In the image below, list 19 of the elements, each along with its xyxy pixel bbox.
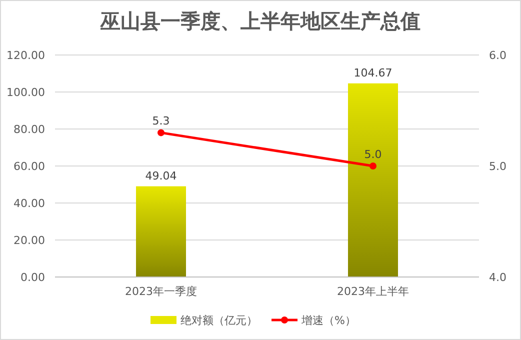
data-label: 5.0 xyxy=(364,148,382,161)
y2-tick-label: 5.0 xyxy=(489,160,506,173)
y2-tick-label: 4.0 xyxy=(489,270,506,284)
y-tick-label: 60.00 xyxy=(14,160,45,173)
chart-title: 巫山县一季度、上半年地区生产总值 xyxy=(100,9,420,33)
data-label: 49.04 xyxy=(145,169,177,182)
data-label: 104.67 xyxy=(354,66,392,80)
y-tick-label: 40.00 xyxy=(14,196,45,210)
legend-label: 增速（%） xyxy=(300,314,356,327)
y-tick-label: 0.00 xyxy=(20,270,45,284)
x-tick-label: 2023年上半年 xyxy=(337,285,409,298)
y-tick-label: 80.00 xyxy=(14,122,45,136)
legend-label: 绝对额（亿元） xyxy=(180,314,258,327)
y-tick-label: 20.00 xyxy=(14,234,45,247)
y-tick-label: 120.00 xyxy=(6,48,45,62)
x-tick-label: 2023年一季度 xyxy=(125,285,197,298)
y-tick-label: 100.00 xyxy=(6,86,45,99)
data-label: 5.3 xyxy=(152,114,170,128)
y2-tick-label: 6.0 xyxy=(489,48,506,62)
